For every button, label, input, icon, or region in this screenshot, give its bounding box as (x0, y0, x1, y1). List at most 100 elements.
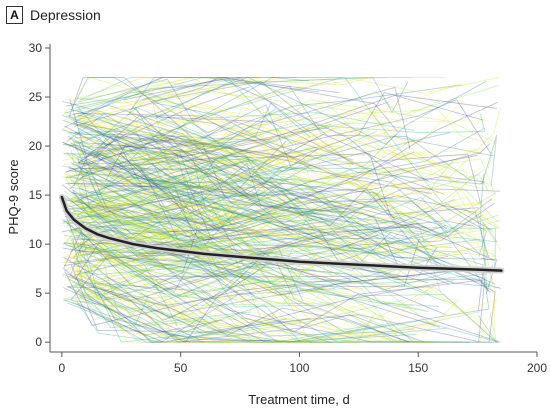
trajectory-line (103, 116, 486, 157)
trajectory-line (77, 133, 255, 188)
trajectory-line (64, 197, 499, 260)
trajectory-line (77, 124, 427, 232)
trajectory-line (62, 165, 501, 289)
trajectory-line (68, 169, 447, 236)
y-tick-label: 30 (29, 41, 43, 55)
trajectory-line (73, 264, 429, 312)
trajectory-line (64, 179, 453, 248)
trajectory-line (62, 184, 476, 265)
trajectory-line (74, 130, 266, 247)
trajectory-line (62, 265, 266, 343)
trajectory-line (139, 223, 396, 293)
trajectory-line (78, 106, 490, 189)
trajectory-line (80, 138, 401, 271)
x-tick-label: 150 (408, 361, 428, 375)
trajectory-line (152, 84, 500, 168)
trajectory-line (69, 188, 491, 293)
trajectory-line (77, 122, 405, 162)
x-tick-label: 0 (59, 361, 66, 375)
trajectory-line (70, 264, 454, 333)
trajectory-line (80, 261, 288, 343)
trajectory-line (64, 169, 485, 245)
trajectory-line (69, 192, 318, 260)
individual-trajectories (61, 76, 502, 344)
trajectory-line (61, 127, 275, 192)
panel-header: A Depression (6, 6, 101, 24)
trajectory-line (67, 209, 243, 256)
trajectory-line (145, 260, 498, 344)
trajectory-line (78, 105, 496, 195)
trajectory-line (97, 142, 494, 273)
trajectory-line (74, 174, 288, 215)
trajectory-line (79, 199, 414, 337)
trajectory-line (91, 127, 360, 209)
trajectory-line (62, 178, 283, 225)
trajectory-line (74, 269, 436, 343)
trajectory-line (76, 196, 480, 275)
trajectory-line (78, 116, 239, 207)
y-tick-label: 0 (35, 335, 42, 349)
trajectory-line (66, 154, 188, 218)
trajectory-line (67, 130, 382, 198)
trajectory-line (84, 116, 320, 138)
trajectory-line (74, 230, 283, 298)
trajectory-line (64, 255, 141, 330)
trajectory-line (73, 86, 250, 187)
trajectory-line (62, 298, 436, 343)
trajectory-line (69, 286, 403, 343)
trajectory-line (104, 133, 429, 182)
trajectory-line (63, 252, 267, 319)
trajectory-line (79, 99, 491, 201)
trajectory-line (134, 181, 285, 267)
trajectory-line (70, 192, 484, 257)
trajectory-line (71, 123, 454, 206)
trajectory-line (156, 117, 378, 173)
trajectory-line (64, 76, 456, 205)
trajectory-line (115, 192, 480, 343)
trajectory-line (73, 179, 493, 285)
trajectory-line (63, 251, 121, 319)
trajectory-line (74, 197, 480, 254)
panel-title: Depression (30, 7, 101, 23)
trajectory-line (80, 155, 316, 215)
trajectory-line (93, 101, 389, 186)
trajectory-line (76, 273, 301, 329)
trajectory-line (76, 76, 413, 104)
trajectory-line (79, 255, 385, 343)
trajectory-line (69, 239, 363, 343)
trajectory-line (79, 266, 266, 316)
trajectory-line (67, 285, 312, 340)
trajectory-line (113, 131, 479, 216)
trajectory-line (80, 292, 289, 343)
trajectory-line (70, 169, 235, 214)
trajectory-line (94, 133, 227, 183)
trajectory-line (71, 206, 485, 323)
trajectory-line (69, 257, 219, 323)
trajectory-line (67, 204, 291, 307)
trajectory-line (61, 114, 496, 271)
trajectory-line (62, 199, 386, 257)
trajectory-line (62, 141, 286, 207)
trajectory-line (77, 157, 394, 228)
trajectory-line (104, 275, 411, 343)
trajectory-line (154, 76, 487, 145)
trajectory-line (70, 231, 328, 300)
axes: 0 5 10 15 20 25 30 0 50 100 150 200 (29, 41, 548, 375)
trajectory-line (128, 76, 343, 140)
trajectory-line (91, 108, 413, 223)
trajectory-line (73, 141, 344, 164)
y-tick-label: 25 (29, 90, 43, 104)
trajectory-line (79, 76, 297, 117)
trajectory-line (65, 195, 273, 259)
trajectory-line (80, 191, 315, 310)
trajectory-line (63, 193, 380, 260)
trajectory-line (74, 242, 197, 280)
trajectory-line (73, 76, 409, 119)
trajectory-line (62, 176, 202, 216)
trajectory-line (62, 76, 207, 126)
trajectory-line (74, 246, 430, 321)
trajectory-line (92, 86, 411, 158)
trajectory-line (140, 173, 486, 267)
trajectory-line (89, 137, 415, 200)
